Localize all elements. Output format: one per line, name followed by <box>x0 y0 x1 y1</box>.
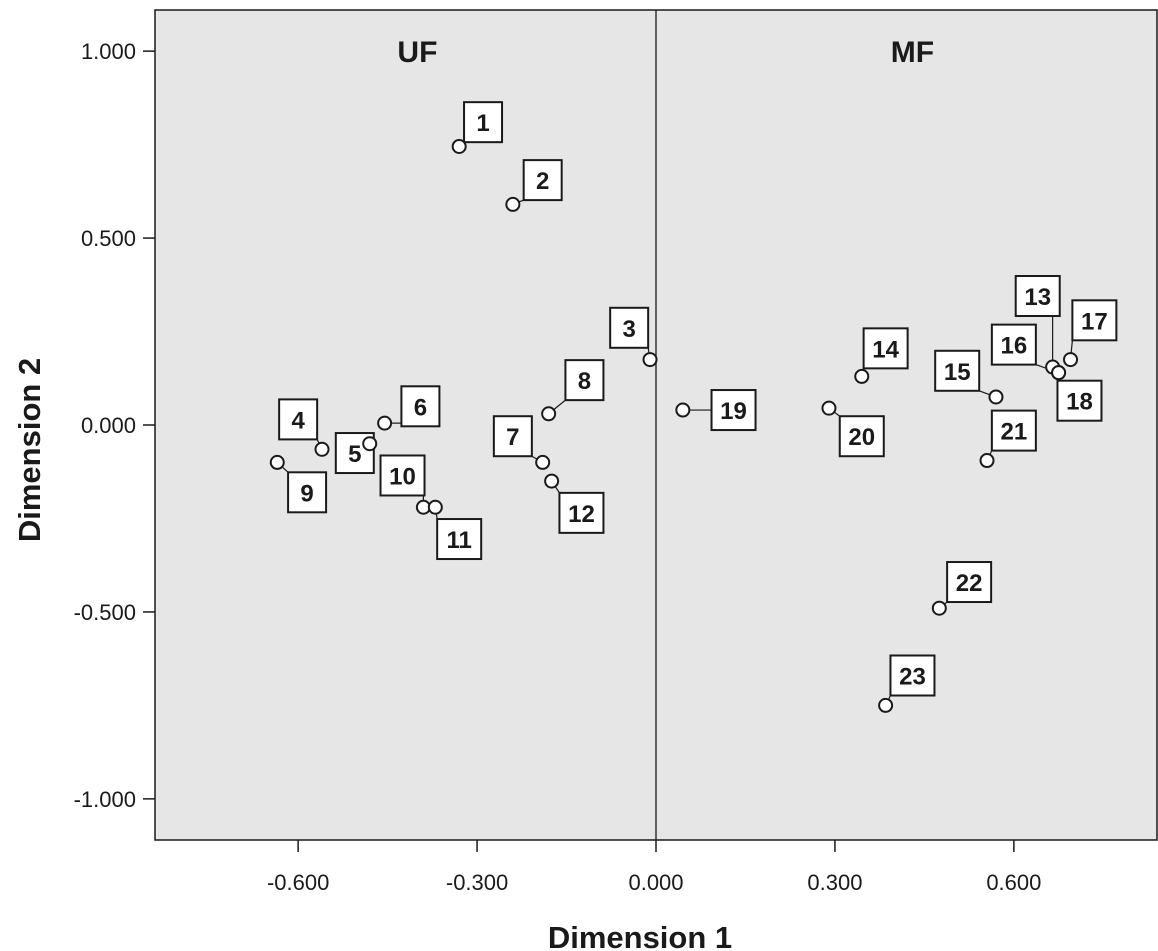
point-label-16: 16 <box>1001 333 1028 360</box>
point-label-22: 22 <box>956 570 983 597</box>
point-label-12: 12 <box>568 501 595 528</box>
point-label-15: 15 <box>944 359 971 386</box>
x-tick-label: -0.600 <box>267 870 329 895</box>
y-tick-label: -0.500 <box>74 600 136 625</box>
point-label-10: 10 <box>389 463 416 490</box>
point-marker-19 <box>675 402 691 418</box>
point-leader-15 <box>978 390 991 396</box>
point-label-7: 7 <box>506 424 519 451</box>
point-label-4: 4 <box>291 407 305 434</box>
point-label-box-19 <box>710 389 757 432</box>
point-marker-22 <box>931 600 947 616</box>
point-label-19: 19 <box>720 398 747 425</box>
point-marker-17 <box>1063 352 1079 368</box>
point-label-18: 18 <box>1066 389 1093 416</box>
point-label-box-3 <box>609 306 650 349</box>
point-label-box-1 <box>463 101 504 144</box>
point-marker-1 <box>451 138 467 154</box>
point-marker-8 <box>541 406 557 422</box>
point-label-box-8 <box>564 359 605 402</box>
y-tick-label: 0.000 <box>81 413 136 438</box>
point-label-6: 6 <box>414 394 427 421</box>
y-axis-title: Dimension 2 <box>12 358 47 542</box>
point-label-8: 8 <box>578 368 591 395</box>
point-marker-6 <box>377 415 393 431</box>
point-label-5: 5 <box>348 441 361 468</box>
point-marker-15 <box>988 389 1004 405</box>
point-label-box-13 <box>1014 275 1061 318</box>
y-tick-label: 0.500 <box>81 226 136 251</box>
point-marker-20 <box>821 400 837 416</box>
point-label-box-17 <box>1071 299 1118 342</box>
point-label-box-6 <box>400 385 441 428</box>
point-marker-7 <box>535 454 551 470</box>
point-marker-2 <box>505 196 521 212</box>
point-marker-18 <box>1051 365 1067 381</box>
point-label-17: 17 <box>1081 308 1108 335</box>
point-label-21: 21 <box>1001 419 1028 446</box>
point-marker-4 <box>314 441 330 457</box>
point-label-box-15 <box>934 349 981 392</box>
point-label-3: 3 <box>622 316 635 343</box>
point-label-box-16 <box>990 323 1037 366</box>
point-label-box-4 <box>278 398 319 441</box>
point-marker-3 <box>642 352 658 368</box>
point-label-9: 9 <box>300 480 313 507</box>
point-label-box-18 <box>1056 379 1103 422</box>
region-labels: UF MF <box>397 36 934 69</box>
x-tick-label: 0.000 <box>628 870 683 895</box>
x-tick-label: -0.300 <box>446 870 508 895</box>
point-label-box-14 <box>862 327 909 370</box>
point-marker-5 <box>362 436 378 452</box>
point-label-13: 13 <box>1024 284 1051 311</box>
point-marker-12 <box>544 473 560 489</box>
point-label-box-10 <box>379 454 426 497</box>
point-label-box-21 <box>990 409 1037 452</box>
point-label-2: 2 <box>536 168 549 195</box>
point-marker-23 <box>878 697 894 713</box>
y-tick-label: -1.000 <box>74 787 136 812</box>
y-tick-label: 1.000 <box>81 39 136 64</box>
x-tick-label: 0.600 <box>986 870 1041 895</box>
point-label-14: 14 <box>872 336 899 363</box>
x-axis-title: Dimension 1 <box>548 920 732 951</box>
point-label-1: 1 <box>476 110 489 137</box>
point-leader-8 <box>552 399 566 411</box>
axes: 1.000 0.500 0.000 -0.500 -1.000 -0.600 -0.300 0… <box>74 39 1042 895</box>
x-tick-label: 0.300 <box>807 870 862 895</box>
point-label-23: 23 <box>899 663 926 690</box>
point-markers <box>269 138 1079 713</box>
region-label-mf: MF <box>891 36 934 69</box>
point-label-box-2 <box>522 159 563 202</box>
point-label-box-23 <box>889 654 936 697</box>
point-marker-14 <box>854 368 870 384</box>
point-label-box-20 <box>838 415 885 458</box>
point-label-box-9 <box>287 471 328 514</box>
point-label-box-11 <box>436 518 483 561</box>
point-marker-9 <box>269 454 285 470</box>
point-label-box-7 <box>492 415 533 458</box>
point-label-20: 20 <box>848 424 875 451</box>
point-leader-17 <box>1070 340 1073 354</box>
point-marker-11 <box>427 499 443 515</box>
point-label-box-22 <box>946 561 993 604</box>
region-label-uf: UF <box>397 36 437 69</box>
point-label-11: 11 <box>446 527 471 554</box>
point-marker-21 <box>979 453 995 469</box>
point-label-box-12 <box>558 491 605 534</box>
